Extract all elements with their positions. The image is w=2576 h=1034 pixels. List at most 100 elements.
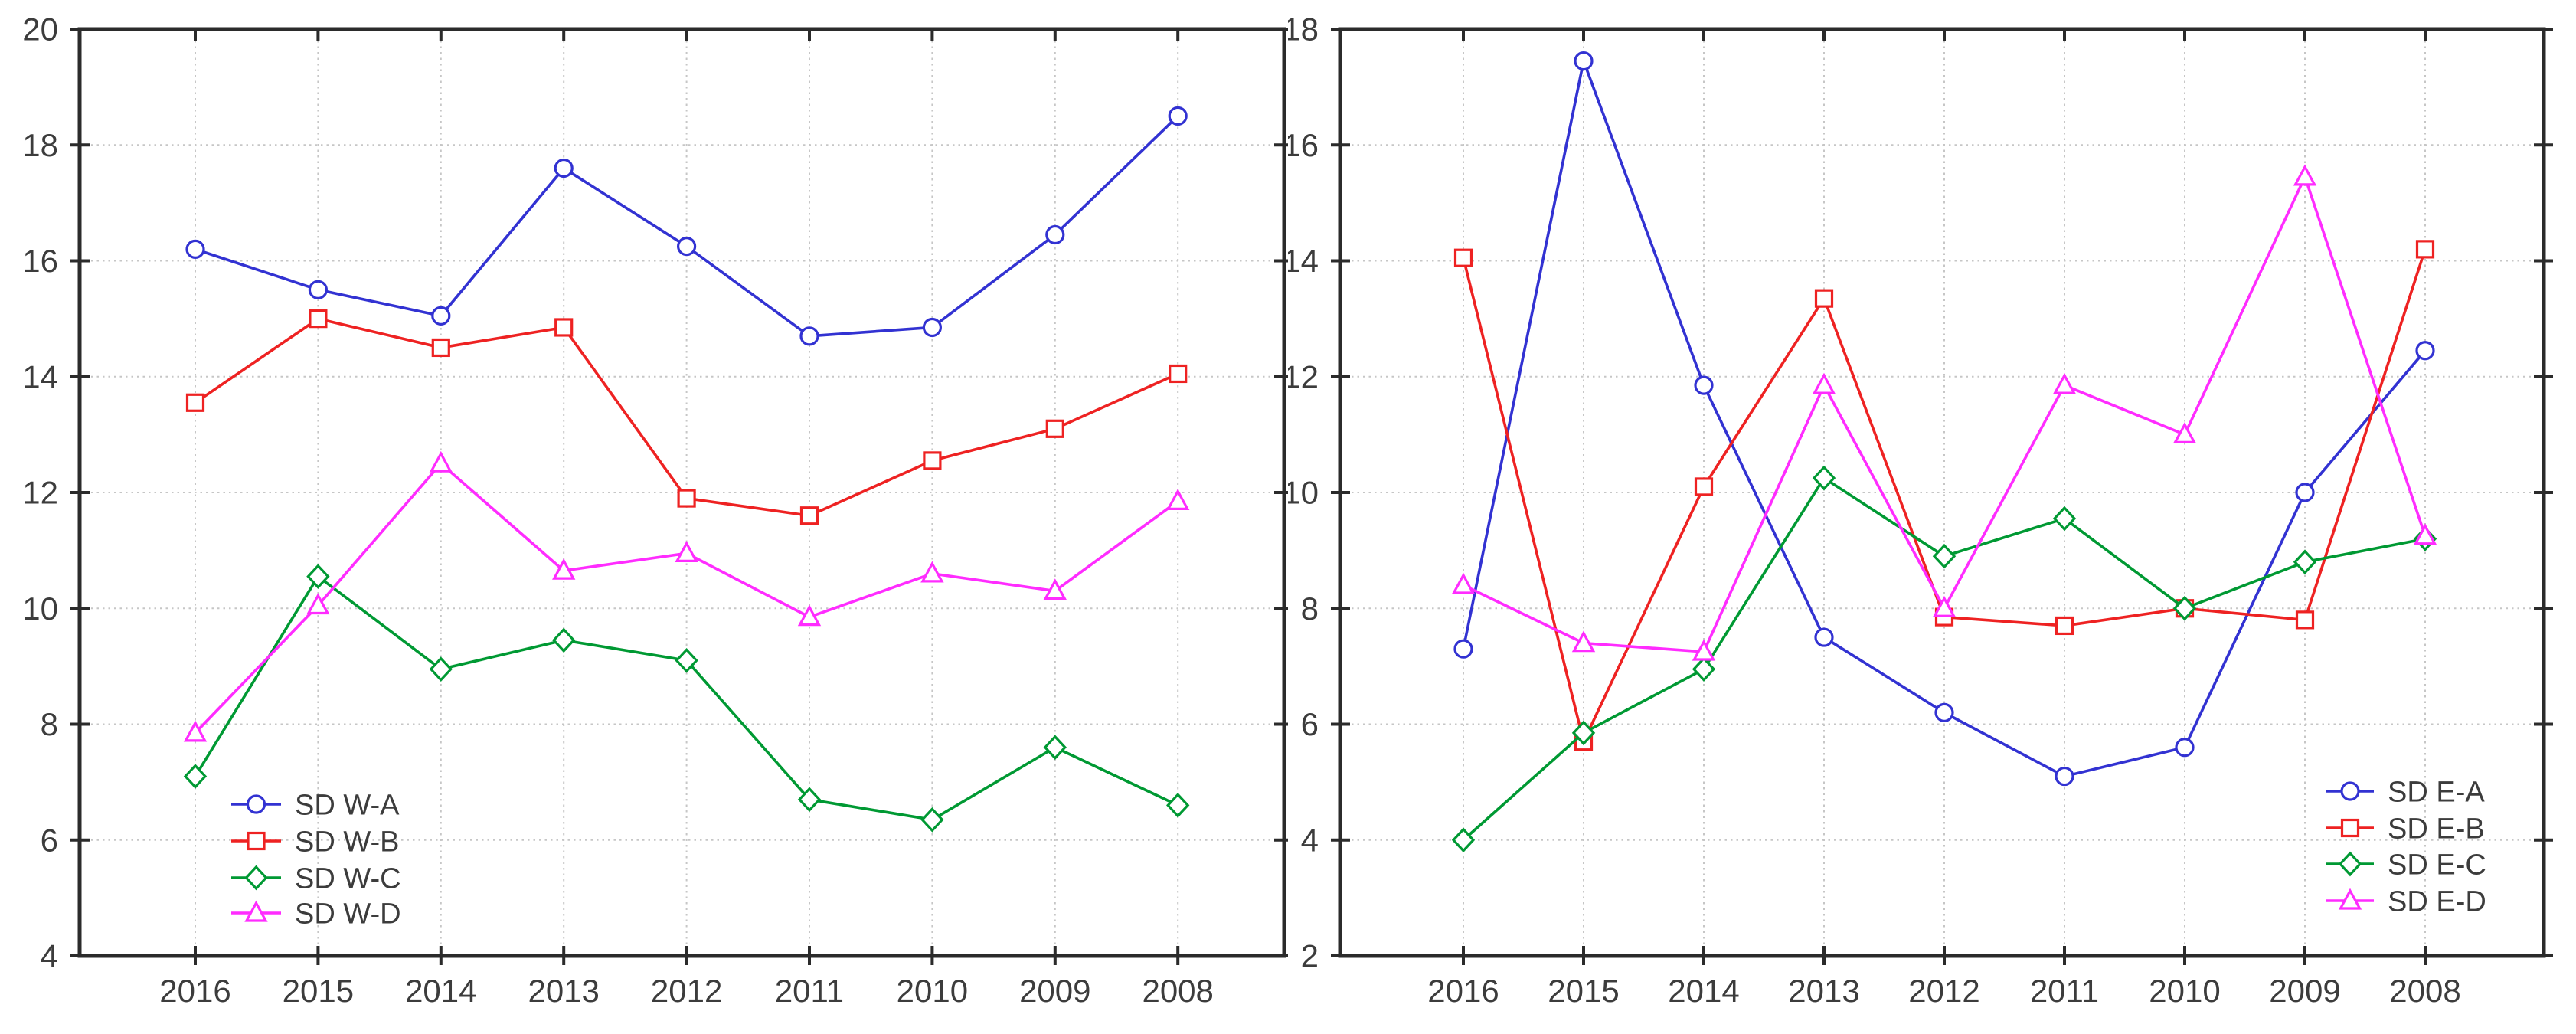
legend-item-sd-w-c: SD W-C xyxy=(231,862,401,895)
y-axis-tick-label: 8 xyxy=(1301,591,1319,627)
diamond-marker-sd-e-c xyxy=(1692,656,1716,682)
circle-marker-sd-e-a xyxy=(2175,738,2195,758)
square-marker-sd-w-b xyxy=(799,506,819,525)
diamond-marker-sd-w-c xyxy=(552,627,576,653)
circle-marker-sd-e-a xyxy=(1694,375,1714,395)
triangle-marker-sd-w-d xyxy=(552,558,576,580)
triangle-marker-sd-w-d xyxy=(1043,578,1067,600)
triangle-marker-sd-e-d xyxy=(1692,639,1716,661)
diamond-icon xyxy=(244,865,268,891)
triangle-icon xyxy=(244,900,268,922)
circle-marker-sd-w-a xyxy=(431,306,451,326)
chart-panel-sd-e: 2 4 6 8 10 12 14 16 18 2016 2015 2014 2013 2012 2011 20… xyxy=(1288,0,2576,1034)
square-marker-sd-e-b xyxy=(1814,289,1834,308)
x-axis-year-label: 2012 xyxy=(1908,973,1979,1009)
legend-item-sd-w-a: SD W-A xyxy=(231,789,400,821)
legend-label: SD W-C xyxy=(295,862,401,895)
square-marker-sd-w-b xyxy=(431,338,450,358)
diamond-marker-sd-w-c xyxy=(1166,793,1190,818)
x-axis-year-label: 2012 xyxy=(651,973,722,1009)
x-axis-year-label: 2014 xyxy=(405,973,476,1009)
circle-marker-sd-w-a xyxy=(308,280,328,299)
y-axis-tick-label: 4 xyxy=(1301,822,1319,858)
diamond-marker-sd-w-c xyxy=(183,764,208,789)
x-axis-year-label: 2014 xyxy=(1668,973,1739,1009)
legend-item-sd-e-a: SD E-A xyxy=(2326,776,2485,808)
legend-label: SD E-C xyxy=(2388,849,2486,881)
diamond-marker-sd-e-c xyxy=(1571,720,1596,746)
circle-marker-sd-e-a xyxy=(2055,766,2074,787)
legend-item-sd-e-b: SD E-B xyxy=(2326,813,2485,845)
x-axis-year-label: 2009 xyxy=(1019,973,1090,1009)
x-axis-year-label: 2010 xyxy=(2149,973,2220,1009)
y-axis-tick-label: 6 xyxy=(1301,706,1319,742)
y-axis-tick-label: 16 xyxy=(1288,127,1319,163)
square-marker-sd-w-b xyxy=(309,309,328,329)
diamond-marker-sd-w-c xyxy=(429,656,453,682)
square-marker-sd-e-b xyxy=(1453,248,1473,267)
y-axis-tick-label: 6 xyxy=(41,822,58,858)
legend: SD W-A SD W-B SD W-CSD W-D xyxy=(231,789,401,930)
diamond-marker-sd-w-c xyxy=(306,564,330,590)
x-axis-year-label: 2015 xyxy=(283,973,354,1009)
circle-icon xyxy=(246,794,266,814)
circle-marker-sd-e-a xyxy=(1574,51,1594,71)
series-line-sd-e-c xyxy=(1462,476,2427,842)
diamond-marker-sd-w-c xyxy=(675,647,698,673)
square-marker-sd-w-b xyxy=(185,393,205,412)
triangle-marker-sd-w-d xyxy=(429,450,453,473)
x-axis-year-label: 2015 xyxy=(1548,973,1619,1009)
triangle-marker-sd-e-d xyxy=(1571,630,1596,653)
circle-marker-sd-w-a xyxy=(799,326,819,346)
diamond-marker-sd-e-c xyxy=(2052,506,2077,532)
triangle-marker-sd-e-d xyxy=(2293,164,2317,186)
x-axis-year-label: 2011 xyxy=(775,973,844,1009)
y-axis-tick-label: 4 xyxy=(41,938,58,974)
diamond-marker-sd-e-c xyxy=(1451,827,1476,853)
y-axis-tick-label: 10 xyxy=(1288,475,1319,511)
triangle-marker-sd-w-d xyxy=(1166,488,1190,510)
legend-label: SD W-B xyxy=(295,826,400,858)
legend-label: SD E-D xyxy=(2388,885,2486,918)
x-axis-year-label: 2011 xyxy=(2030,973,2099,1009)
y-axis-tick-label: 18 xyxy=(1288,11,1319,47)
circle-marker-sd-e-a xyxy=(1934,702,1954,722)
circle-marker-sd-w-a xyxy=(554,158,574,178)
legend-label: SD E-A xyxy=(2388,776,2485,808)
diamond-marker-sd-e-c xyxy=(2293,549,2317,575)
square-marker-sd-e-b xyxy=(1694,477,1714,496)
x-axis-year-label: 2013 xyxy=(528,973,599,1009)
axis-label-layer: 2 4 6 8 10 12 14 16 18 2016 2015 2014 2013 2012 2011 20… xyxy=(1288,11,2461,1009)
square-marker-sd-w-b xyxy=(677,489,696,508)
diamond-marker-sd-w-c xyxy=(797,787,822,813)
legend-label: SD E-B xyxy=(2388,813,2485,845)
x-axis-year-label: 2008 xyxy=(2389,973,2460,1009)
y-axis-tick-label: 12 xyxy=(1288,358,1319,394)
series-layer xyxy=(183,106,1190,833)
square-marker-sd-w-b xyxy=(554,318,574,337)
circle-icon xyxy=(2340,781,2360,801)
circle-marker-sd-e-a xyxy=(1453,639,1473,659)
sd-e-line-chart: 2 4 6 8 10 12 14 16 18 2016 2015 2014 2013 2012 2011 20… xyxy=(1288,11,2553,1009)
square-marker-sd-e-b xyxy=(2415,240,2435,259)
triangle-marker-sd-e-d xyxy=(2172,422,2197,443)
sd-w-line-chart: 4 6 8 10 12 14 16 18 20 2016 2015 2014 2013 2012 2011 2… xyxy=(22,11,1288,1009)
diamond-icon xyxy=(2338,851,2362,877)
series-line-sd-w-b xyxy=(194,317,1179,518)
tick-layer xyxy=(1331,28,2553,965)
circle-marker-sd-w-a xyxy=(185,239,205,259)
triangle-marker-sd-e-d xyxy=(2413,523,2437,545)
diamond-marker-sd-e-c xyxy=(2172,595,2197,621)
triangle-marker-sd-w-d xyxy=(183,720,208,742)
triangle-marker-sd-w-d xyxy=(675,541,698,563)
x-axis-year-label: 2010 xyxy=(897,973,968,1009)
axis-label-layer: 4 6 8 10 12 14 16 18 20 2016 2015 2014 2013 2012 2011 2… xyxy=(22,11,1214,1009)
series-layer xyxy=(1451,51,2437,853)
x-axis-year-label: 2013 xyxy=(1788,973,1859,1009)
square-marker-sd-w-b xyxy=(923,451,942,470)
y-axis-tick-label: 18 xyxy=(22,127,58,163)
y-axis-tick-label: 16 xyxy=(22,243,58,279)
legend: SD E-A SD E-B SD E-C SD E-D xyxy=(2326,776,2486,918)
legend-item-sd-e-c: SD E-C xyxy=(2326,849,2486,881)
